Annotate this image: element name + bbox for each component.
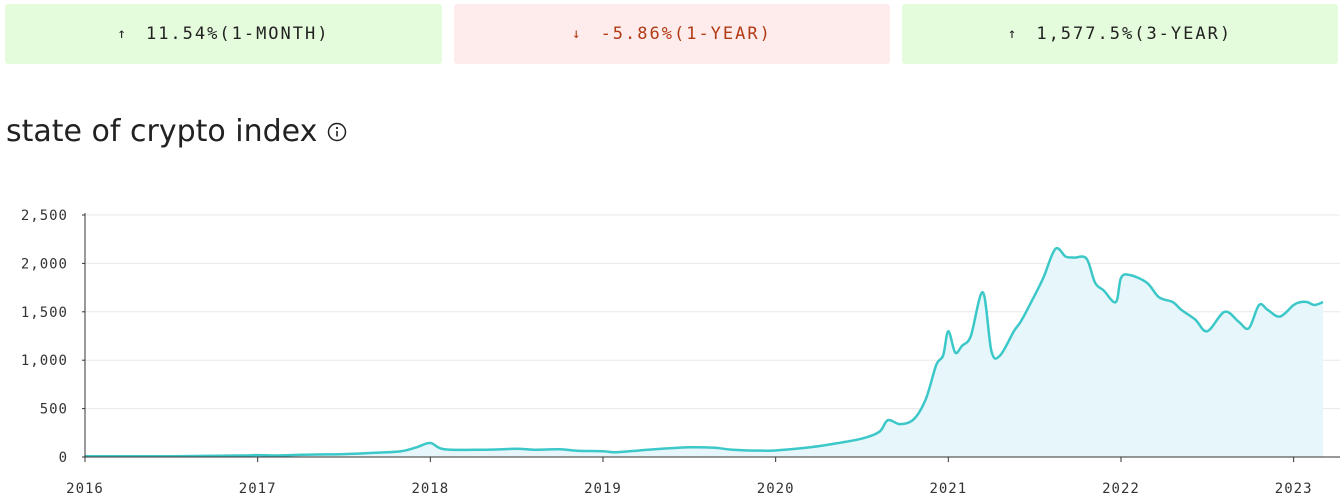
stat-3-year-value: 1,577.5%(3-YEAR)	[1036, 24, 1233, 44]
chart-heading: state of crypto index	[6, 114, 347, 149]
y-tick-label: 2,500	[21, 208, 68, 224]
arrow-up-icon: ↑	[117, 26, 128, 42]
x-tick-label: 2017	[239, 481, 277, 497]
x-tick-label: 2020	[757, 481, 795, 497]
page-title: state of crypto index	[6, 114, 318, 149]
x-tick-label: 2018	[411, 481, 449, 497]
x-tick-label: 2022	[1102, 481, 1140, 497]
stat-3-year: ↑ 1,577.5%(3-YEAR)	[902, 4, 1338, 64]
y-tick-label: 500	[40, 402, 68, 418]
arrow-up-icon: ↑	[1007, 26, 1019, 42]
x-tick-label: 2021	[929, 481, 967, 497]
y-tick-label: 1,500	[21, 305, 68, 321]
info-circle-icon[interactable]	[327, 122, 347, 142]
stat-1-year-value: -5.86%(1-YEAR)	[600, 24, 772, 44]
x-tick-label: 2023	[1275, 481, 1313, 497]
y-tick-label: 0	[59, 450, 68, 466]
stat-1-year: ↓ -5.86%(1-YEAR)	[454, 4, 890, 64]
y-tick-label: 2,000	[21, 256, 68, 272]
stat-1-month: ↑ 11.54%(1-MONTH)	[5, 4, 442, 64]
x-tick-label: 2016	[66, 481, 104, 497]
x-tick-label: 2019	[584, 481, 622, 497]
series-area	[85, 248, 1323, 457]
series-line	[84, 246, 1324, 458]
index-chart: 0 500 1,000 1,500 2,000 2,500 2016 2017 2018 2019…	[21, 208, 1340, 497]
stat-1-month-value: 11.54%(1-MONTH)	[145, 24, 330, 44]
arrow-down-icon: ↓	[572, 26, 583, 42]
y-tick-label: 1,000	[21, 353, 68, 369]
